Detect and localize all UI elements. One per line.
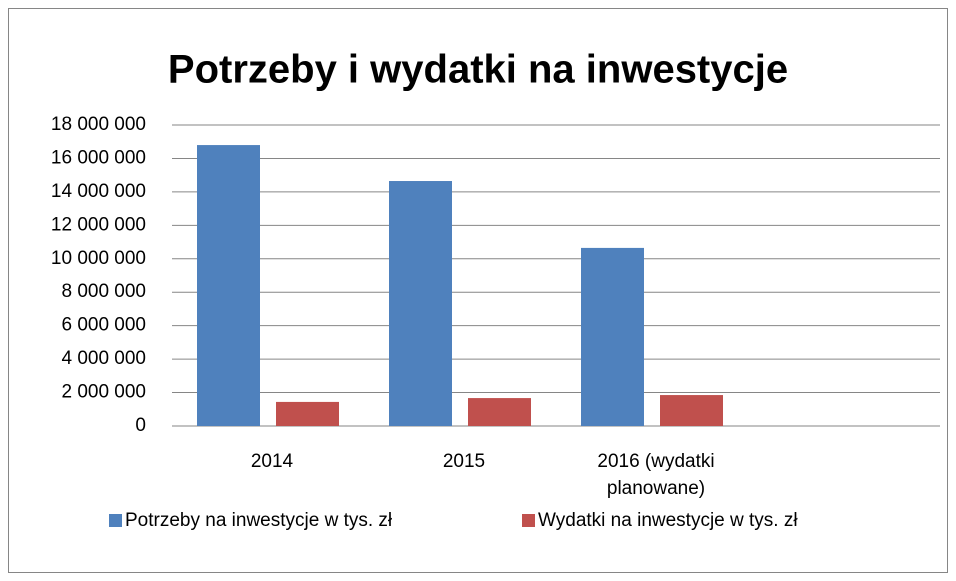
legend-swatch	[109, 514, 122, 527]
y-tick-label: 18 000 000	[51, 114, 146, 135]
legend-swatch	[522, 514, 535, 527]
y-tick-label: 6 000 000	[61, 315, 146, 336]
y-tick-label: 14 000 000	[51, 181, 146, 202]
x-tick-label: 2016 (wydatki planowane)	[597, 451, 715, 499]
chart-frame	[8, 8, 948, 573]
y-tick-label: 10 000 000	[51, 248, 146, 269]
bar	[581, 247, 644, 426]
bar	[197, 145, 260, 427]
x-tick-label: 2015	[442, 451, 486, 472]
chart-title: Potrzeby i wydatki na inwestycje	[168, 48, 788, 92]
bar	[389, 181, 452, 426]
legend-label: Potrzeby na inwestycje w tys. zł	[125, 510, 393, 531]
bar	[468, 398, 531, 426]
y-tick-label: 16 000 000	[51, 147, 146, 168]
bar	[276, 401, 339, 426]
y-tick-label: 8 000 000	[61, 281, 146, 302]
y-tick-label: 12 000 000	[51, 214, 146, 235]
legend-label: Wydatki na inwestycje w tys. zł	[538, 510, 798, 531]
bar	[660, 395, 723, 426]
y-tick-label: 2 000 000	[61, 382, 146, 403]
y-tick-label: 4 000 000	[61, 348, 146, 369]
x-tick-label: 2014	[250, 451, 294, 472]
y-tick-label: 0	[135, 415, 146, 436]
